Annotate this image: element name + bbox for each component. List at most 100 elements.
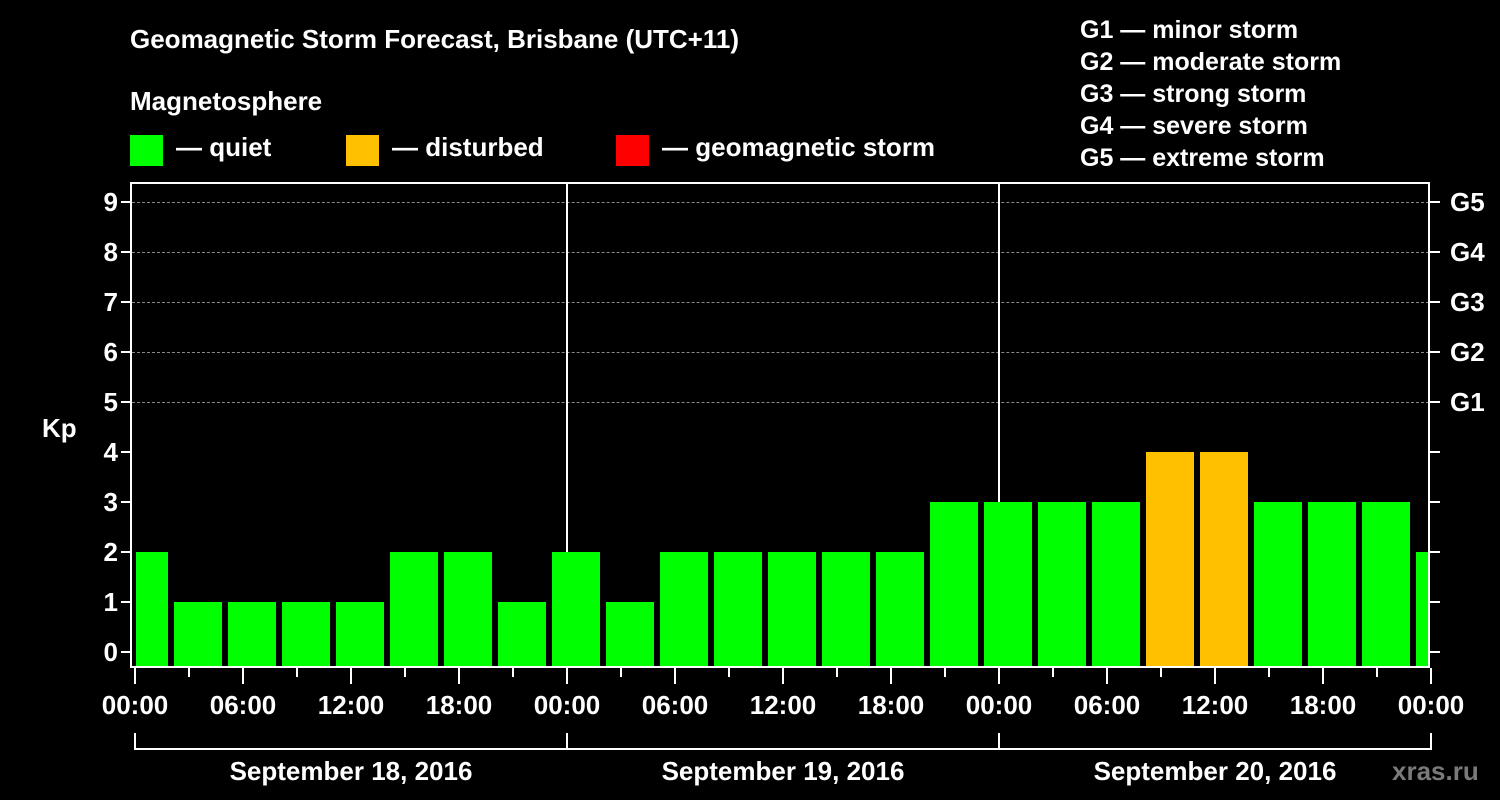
y-tick-right <box>1430 351 1440 353</box>
y-tick-right <box>1430 201 1440 203</box>
x-tick-label: 12:00 <box>1181 690 1249 720</box>
kp-bar <box>984 502 1032 667</box>
day-separator-line <box>566 182 568 668</box>
y-tick <box>121 401 131 403</box>
x-tick-minor <box>944 668 946 677</box>
y-tick-label: 8 <box>103 237 118 267</box>
y-tick-right <box>1430 651 1440 653</box>
x-tick-minor <box>1052 668 1054 677</box>
x-tick-major <box>782 668 784 684</box>
storm-level-label: G1 <box>1450 387 1485 417</box>
storm-level-label: G2 <box>1450 337 1485 367</box>
day-label: September 20, 2016 <box>1093 756 1337 786</box>
kp-bar <box>660 552 708 667</box>
kp-bar <box>1200 452 1248 667</box>
y-tick-right <box>1430 501 1440 503</box>
x-tick-major <box>998 668 1000 684</box>
gridline <box>132 252 1429 253</box>
legend-label-disturbed: — disturbed <box>392 132 544 162</box>
day-bracket-tick <box>566 733 568 750</box>
kp-bar <box>1254 502 1302 667</box>
day-label: September 19, 2016 <box>661 756 905 786</box>
y-tick <box>121 351 131 353</box>
gridline <box>132 352 1429 353</box>
kp-bar <box>1092 502 1140 667</box>
y-tick <box>121 301 131 303</box>
x-tick-label: 00:00 <box>965 690 1033 720</box>
y-tick <box>121 551 131 553</box>
x-tick-label: 18:00 <box>1289 690 1357 720</box>
storm-scale-g2: G2 — moderate storm <box>1080 48 1342 76</box>
x-tick-minor <box>1376 668 1378 677</box>
kp-bar <box>1146 452 1194 667</box>
x-tick-label: 00:00 <box>533 690 601 720</box>
kp-bar <box>228 602 276 667</box>
x-tick-minor <box>296 668 298 677</box>
legend-label-quiet: — quiet <box>176 132 272 162</box>
kp-bar <box>930 502 978 667</box>
y-tick-right <box>1430 401 1440 403</box>
x-tick-major <box>674 668 676 684</box>
y-tick-label: 5 <box>103 387 118 417</box>
y-tick <box>121 451 131 453</box>
y-tick-right <box>1430 451 1440 453</box>
y-tick-right <box>1430 251 1440 253</box>
storm-scale-g3: G3 — strong storm <box>1080 80 1307 108</box>
legend-swatch-storm <box>616 135 649 166</box>
y-tick <box>121 251 131 253</box>
x-tick-major <box>566 668 568 684</box>
kp-bar <box>714 552 762 667</box>
x-tick-label: 06:00 <box>641 690 709 720</box>
storm-scale-list: G1 — minor storm G2 — moderate storm G3 … <box>1080 14 1341 174</box>
x-tick-label: 00:00 <box>101 690 169 720</box>
y-tick-label: 7 <box>103 287 118 317</box>
y-tick-label: 0 <box>103 637 118 667</box>
x-tick-label: 06:00 <box>209 690 277 720</box>
y-tick-label: 2 <box>103 537 118 567</box>
y-tick <box>121 601 131 603</box>
legend-heading: Magnetosphere <box>130 86 323 116</box>
kp-bar <box>606 602 654 667</box>
x-tick-major <box>350 668 352 684</box>
day-bracket-line <box>135 748 1432 750</box>
x-tick-major <box>890 668 892 684</box>
x-tick-minor <box>1160 668 1162 677</box>
kp-bar <box>1416 552 1428 667</box>
day-bracket-tick <box>1430 733 1432 750</box>
y-tick-label: 9 <box>103 187 118 217</box>
storm-level-label: G3 <box>1450 287 1485 317</box>
legend-label-storm: — geomagnetic storm <box>662 132 936 162</box>
x-tick-major <box>458 668 460 684</box>
gridline <box>132 202 1429 203</box>
x-tick-major <box>1322 668 1324 684</box>
x-tick-minor <box>512 668 514 677</box>
legend-swatch-quiet <box>130 135 163 166</box>
x-tick-major <box>1106 668 1108 684</box>
x-tick-label: 00:00 <box>1397 690 1465 720</box>
x-tick-minor <box>728 668 730 677</box>
x-tick-label: 06:00 <box>1073 690 1141 720</box>
kp-bar <box>136 552 168 667</box>
plot-frame <box>130 182 1430 668</box>
x-tick-major <box>134 668 136 684</box>
kp-bar <box>390 552 438 667</box>
y-tick-right <box>1430 601 1440 603</box>
storm-scale-g4: G4 — severe storm <box>1080 112 1308 140</box>
kp-bar <box>1362 502 1410 667</box>
y-tick-label: 3 <box>103 487 118 517</box>
day-label: September 18, 2016 <box>229 756 473 786</box>
kp-bar <box>174 602 222 667</box>
legend-swatch-disturbed <box>346 135 379 166</box>
y-tick <box>121 501 131 503</box>
y-axis-label: Kp <box>42 413 77 443</box>
x-tick-label: 12:00 <box>317 690 385 720</box>
kp-bar <box>552 552 600 667</box>
x-tick-label: 18:00 <box>425 690 493 720</box>
day-bracket-tick <box>998 733 1000 750</box>
x-tick-minor <box>1268 668 1270 677</box>
storm-level-label: G4 <box>1450 237 1485 267</box>
kp-bar <box>822 552 870 667</box>
kp-bar <box>498 602 546 667</box>
y-tick-label: 1 <box>103 587 118 617</box>
x-tick-minor <box>188 668 190 677</box>
